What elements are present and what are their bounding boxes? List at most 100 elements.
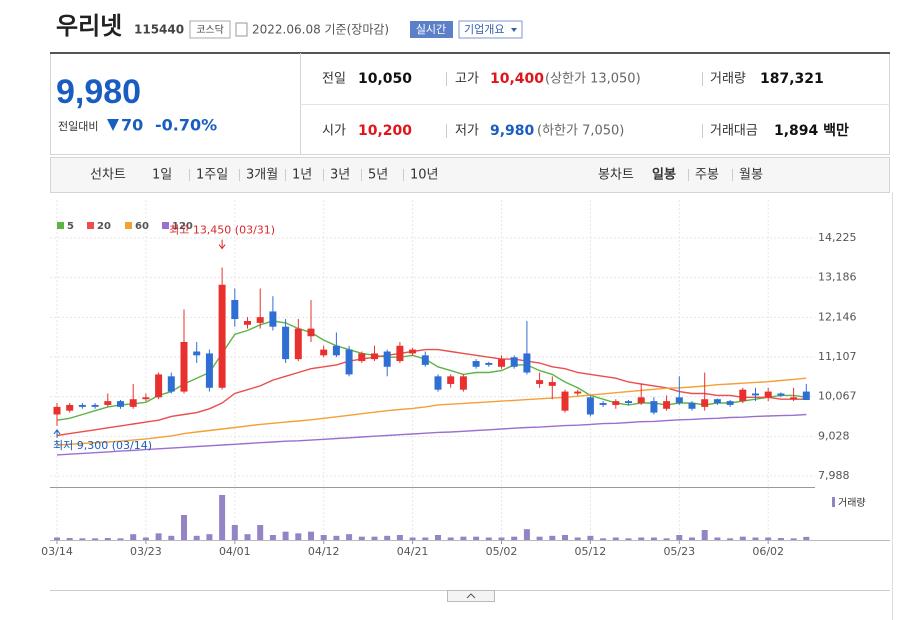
overview-text[interactable]: 기업개요 xyxy=(464,23,504,36)
legend-label: 20 xyxy=(97,221,111,232)
y-tick-label: 11,107 xyxy=(818,350,857,363)
period-tab[interactable]: 1년 xyxy=(292,168,312,183)
down-arrow xyxy=(107,119,119,131)
volume-bar xyxy=(460,536,467,540)
volume-bar xyxy=(536,536,543,540)
period-tab[interactable]: 3년 xyxy=(330,168,350,183)
candle-body xyxy=(396,345,404,362)
collapse-icon[interactable] xyxy=(466,593,476,599)
candle-body xyxy=(498,359,505,367)
volume-bar xyxy=(612,537,619,540)
period-tab[interactable]: 주봉 xyxy=(695,168,719,183)
candle-body xyxy=(599,403,607,405)
candle-body xyxy=(180,341,188,392)
volume-bar xyxy=(600,538,607,540)
volume-bar xyxy=(206,534,213,540)
candle-body xyxy=(218,284,226,388)
volume-bar xyxy=(714,537,721,540)
period-tab[interactable]: 일봉 xyxy=(652,168,676,183)
period-tab[interactable]: 1주일 xyxy=(196,168,228,183)
candle-body xyxy=(409,349,417,354)
volume-bar xyxy=(409,537,416,540)
volume-bar xyxy=(168,535,175,540)
tab-group: 선차트 1일 1주일 3개월 1년 3년 5년 10년 봉차트 일봉 주봉 월봉 xyxy=(90,168,763,183)
volume-bar xyxy=(142,537,149,540)
candle-body xyxy=(345,349,353,375)
volume-bar xyxy=(295,533,302,540)
candle-body xyxy=(320,349,328,356)
candle-body xyxy=(129,399,137,407)
candle-body xyxy=(142,397,150,400)
volume-bar xyxy=(574,537,581,540)
volume-bar xyxy=(663,538,670,540)
y-tick-label: 7,988 xyxy=(818,469,850,482)
volume-bar xyxy=(587,535,594,540)
volume-bar xyxy=(269,535,276,540)
legend-swatch xyxy=(162,222,169,229)
item-label: 거래대금 xyxy=(710,124,758,139)
volume-bar xyxy=(498,537,505,540)
candle-body xyxy=(53,406,61,415)
candle-body xyxy=(510,357,518,367)
item-value: 187,321 xyxy=(760,71,824,87)
candle-body xyxy=(472,361,480,367)
overview-button[interactable] xyxy=(458,20,523,39)
volume-bar xyxy=(371,536,378,540)
volume-bar xyxy=(308,531,314,540)
volume-bar xyxy=(701,530,708,540)
period-tab[interactable]: 5년 xyxy=(368,168,388,183)
candle-body xyxy=(485,362,493,365)
candle-body xyxy=(713,399,721,404)
candle-body xyxy=(523,353,531,373)
candle-body xyxy=(625,401,632,404)
candle-body xyxy=(726,401,734,405)
date-text: 2022.06.08 기준(장마감) xyxy=(252,23,389,37)
realtime-button[interactable] xyxy=(410,21,453,38)
volume-legend: 거래량 xyxy=(838,497,866,509)
candle-body xyxy=(256,317,264,323)
candle-body xyxy=(91,404,99,407)
y-tick-label: 12,146 xyxy=(818,310,857,323)
period-tab[interactable]: 3개월 xyxy=(246,168,278,183)
x-tick-label: 03/14 xyxy=(41,545,73,558)
volume-bar xyxy=(66,538,73,540)
volume-bar xyxy=(117,538,124,540)
volume-bar xyxy=(104,538,111,540)
volume-bar xyxy=(155,533,162,540)
realtime-text[interactable]: 실시간 xyxy=(416,23,446,36)
candle-body xyxy=(231,299,239,320)
volume-bar xyxy=(739,536,746,540)
x-tick-label: 04/21 xyxy=(397,545,429,558)
volume-bar xyxy=(244,534,251,540)
low-annotation: 최저 9,300 (03/14) xyxy=(53,439,152,452)
volume-bar xyxy=(396,535,403,540)
volume-bar xyxy=(562,535,568,540)
doc-icon xyxy=(235,22,248,37)
volume-bar xyxy=(54,537,60,540)
collapse-button[interactable] xyxy=(447,590,495,602)
volume-bar xyxy=(92,538,99,540)
x-tick-label: 04/01 xyxy=(219,545,251,558)
period-tab[interactable]: 10년 xyxy=(410,168,439,183)
period-tab[interactable]: 1일 xyxy=(152,168,172,183)
legend-label: 120 xyxy=(172,221,193,232)
volume-legend-swatch xyxy=(832,497,835,507)
x-tick-label: 05/23 xyxy=(663,545,695,558)
item-value: 10,200 xyxy=(358,123,412,139)
ma-line xyxy=(56,413,807,456)
y-tick-label: 13,186 xyxy=(818,271,857,284)
low-arrow-head xyxy=(53,429,61,435)
volume-bar xyxy=(358,536,365,540)
tab-bar xyxy=(50,157,890,193)
legend-label: 5 xyxy=(67,221,74,232)
candle-body xyxy=(688,403,696,409)
candle-body xyxy=(167,376,175,392)
market-badge xyxy=(189,20,231,39)
period-tab[interactable]: 월봉 xyxy=(739,168,763,183)
candle-body xyxy=(421,355,429,365)
volume-bar xyxy=(676,535,683,540)
legend-swatch xyxy=(57,222,64,229)
candle-body xyxy=(752,393,759,396)
candle-body xyxy=(269,311,277,327)
volume-bar xyxy=(689,537,695,540)
